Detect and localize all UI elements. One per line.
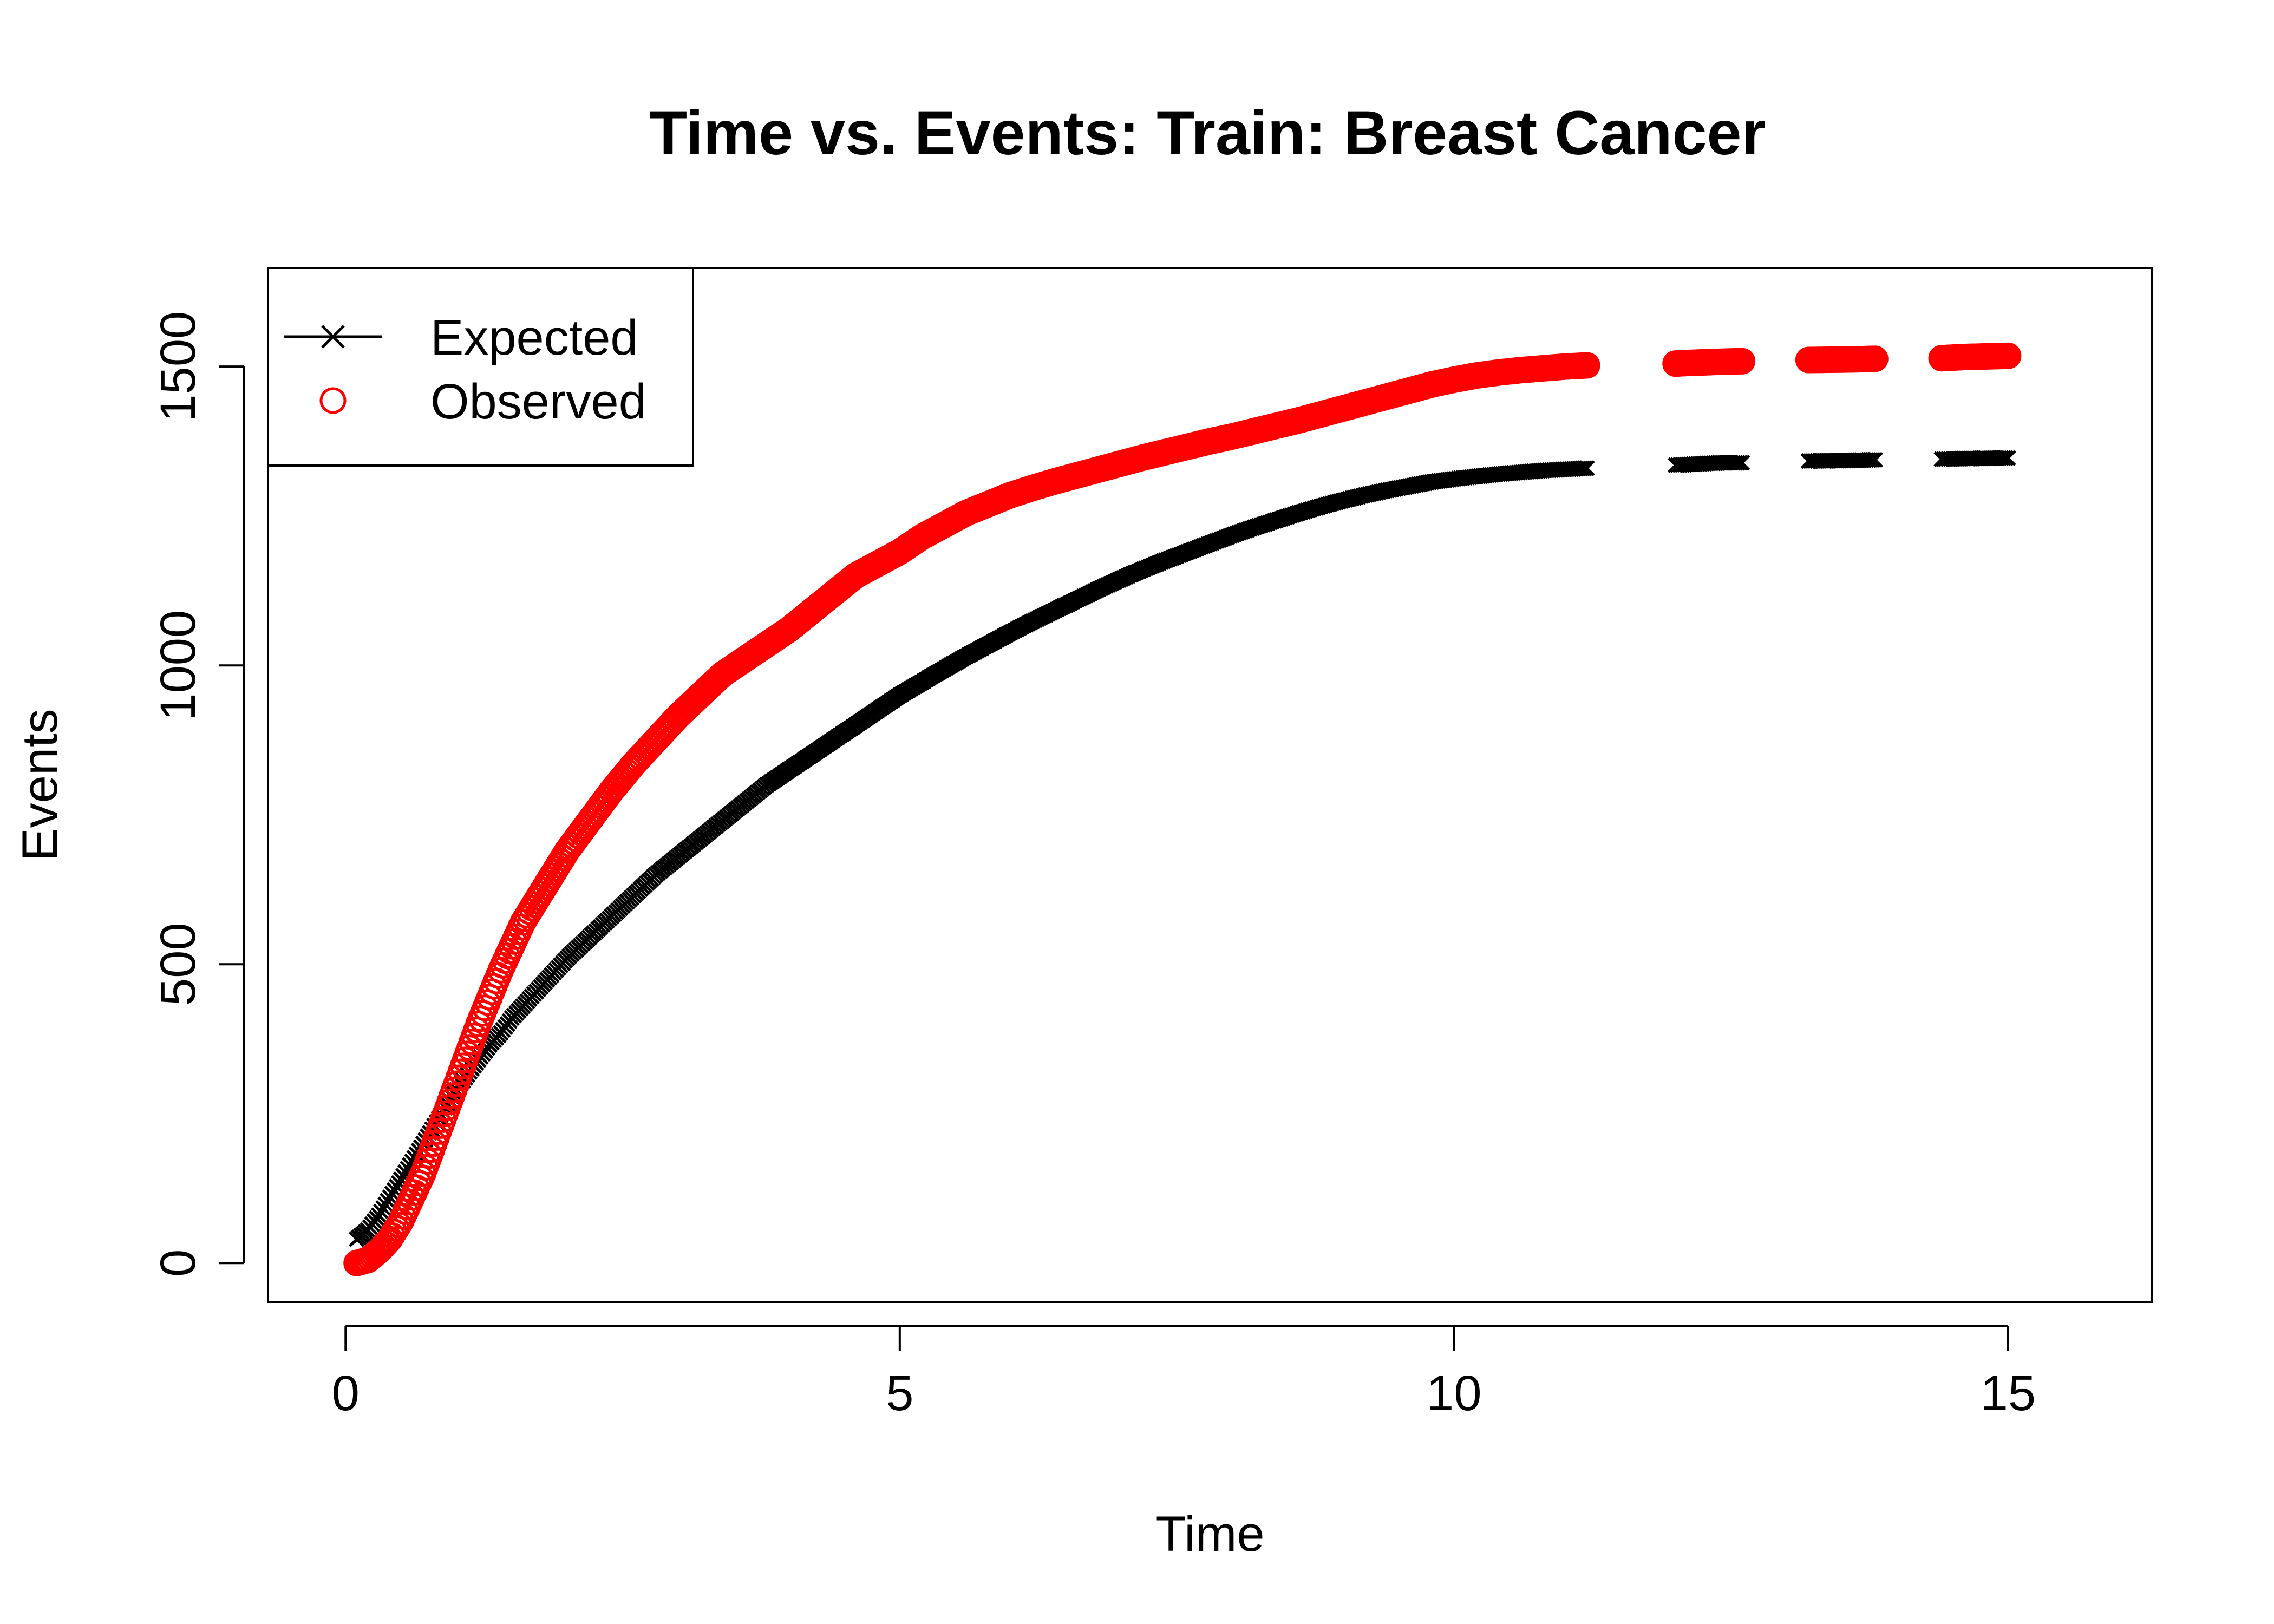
legend-marker-expected [284,325,382,349]
x-tick-label: 5 [886,1366,913,1421]
expected-point [1865,451,1881,468]
expected-point [1731,455,1748,471]
observed-point [1729,348,1756,375]
y-tick-label: 1000 [151,610,206,721]
observed-point [1861,345,1889,372]
y-tick-label: 1500 [151,311,206,422]
observed-point [1573,352,1600,379]
x-tick-label: 10 [1426,1366,1481,1421]
series-observed [343,342,2022,1276]
legend: Expected Observed [267,267,694,467]
legend-label-observed: Observed [430,374,646,429]
expected-point [1577,460,1593,476]
observed-point [1995,342,2022,369]
x-tick-label: 15 [1981,1366,2036,1421]
expected-point [1727,455,1744,471]
expected-point [1579,460,1595,476]
expected-point [1572,460,1589,477]
y-tick-label: 0 [151,1249,206,1277]
plot-area [267,267,2153,1303]
expected-point [1867,451,1884,468]
expected-point [1734,455,1750,471]
x-axis-label: Time [1155,1507,1264,1562]
x-axis: 0 5 10 15 [332,1325,2036,1421]
y-axis-label: Events [12,709,68,861]
expected-point [1729,455,1746,471]
y-tick-label: 500 [151,922,206,1006]
legend-box [267,267,694,467]
expected-point [1863,451,1879,468]
expected-point [1860,451,1877,468]
chart-title: Time vs. Events: Train: Breast Cancer [649,99,1766,168]
series-expected [348,450,2016,1247]
expected-point [1995,450,2012,466]
legend-marker-observed [319,387,347,414]
y-axis: 0 500 1000 1500 [151,311,245,1277]
expected-point [1993,450,2010,467]
expected-point [1574,460,1591,477]
expected-point [1998,450,2014,466]
expected-point [2000,450,2016,466]
legend-label-expected: Expected [430,310,638,365]
x-tick-label: 0 [332,1366,360,1421]
